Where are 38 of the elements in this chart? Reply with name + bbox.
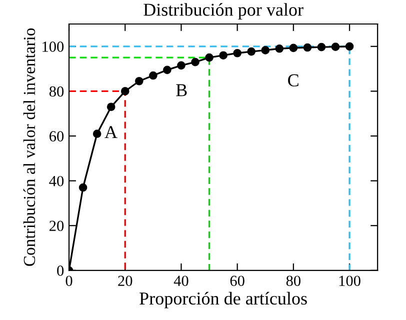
y-tick-label: 100 (42, 42, 64, 52)
point (317, 42, 326, 52)
y-tick-label: 60 (50, 131, 64, 142)
point (163, 66, 172, 74)
y-tick-label: 80 (49, 86, 64, 97)
y-axis-title: Contribución al valor del inventario (23, 28, 36, 266)
x-axis-title: Proporción de artículos (140, 292, 307, 308)
point (92, 130, 102, 138)
y-tick-label: 0 (57, 266, 64, 276)
point (191, 58, 200, 66)
annotation: C (288, 74, 298, 86)
point (149, 71, 158, 80)
point (177, 61, 186, 70)
point (205, 53, 214, 62)
y-tick-label: 40 (49, 176, 64, 186)
point (134, 76, 144, 86)
annotation: B (176, 84, 187, 96)
point (289, 44, 298, 52)
point (233, 48, 242, 58)
x-tick-label: 100 (339, 276, 360, 286)
x-tick-label: 0 (66, 276, 72, 286)
point (261, 46, 270, 54)
x-tick-label: 20 (118, 276, 132, 286)
point (247, 47, 256, 56)
point (106, 102, 116, 112)
annotation: A (104, 126, 118, 138)
point (120, 87, 130, 96)
point (345, 42, 354, 51)
point (303, 43, 312, 52)
point (78, 183, 88, 192)
chart-title: Distribución por valor (144, 3, 304, 20)
x-tick-label: 80 (286, 276, 300, 286)
y-tick-label: 20 (50, 220, 64, 232)
x-tick-label: 40 (174, 276, 188, 286)
point (275, 44, 284, 53)
point (219, 51, 228, 60)
x-tick-label: 60 (230, 276, 244, 286)
point (331, 42, 340, 52)
